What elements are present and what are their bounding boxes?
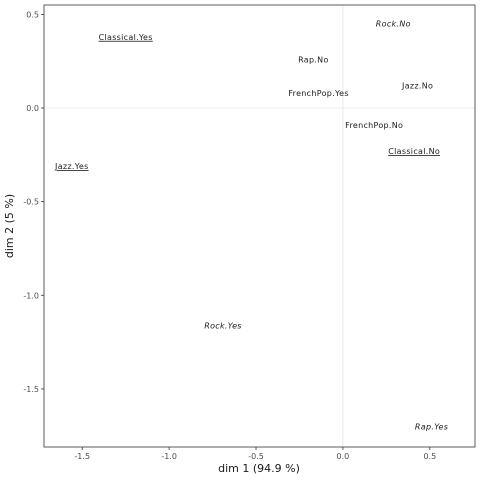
point-label: Rap.No	[298, 55, 329, 64]
y-tick-label: -1.0	[23, 291, 39, 300]
point-labels: Rock.No Classical.Yes Rap.No Jazz.No FrenchP…	[54, 20, 448, 432]
point-label: FrenchPop.No	[345, 121, 403, 130]
point-label: Jazz.Yes	[54, 162, 89, 171]
x-tick-label: -1.5	[74, 452, 90, 461]
y-axis: -1.5 -1.0 -0.5 0.0 0.5	[23, 10, 44, 394]
point-label: FrenchPop.Yes	[288, 89, 348, 98]
point-label: Classical.Yes	[99, 33, 153, 42]
x-tick-label: -0.5	[248, 452, 264, 461]
y-tick-label: 0.0	[26, 104, 39, 113]
point-label: Rock.Yes	[204, 321, 242, 330]
y-axis-title: dim 2 (5 %)	[3, 194, 16, 258]
x-axis-title: dim 1 (94.9 %)	[218, 462, 300, 475]
point-label: Rock.No	[376, 20, 411, 29]
x-tick-label: -1.0	[161, 452, 177, 461]
y-tick-label: -1.5	[23, 385, 39, 394]
plot-panel-background	[44, 5, 475, 447]
reference-lines	[44, 5, 475, 447]
y-tick-label: -0.5	[23, 198, 39, 207]
x-tick-label: 0.0	[337, 452, 350, 461]
point-label: Classical.No	[388, 147, 440, 156]
point-label: Rap.Yes	[415, 422, 448, 431]
point-label: Jazz.No	[401, 82, 433, 91]
y-tick-label: 0.5	[26, 10, 39, 19]
x-tick-label: 0.5	[423, 452, 436, 461]
x-axis: -1.5 -1.0 -0.5 0.0 0.5	[74, 447, 436, 461]
plot-panel-border	[43, 4, 476, 448]
